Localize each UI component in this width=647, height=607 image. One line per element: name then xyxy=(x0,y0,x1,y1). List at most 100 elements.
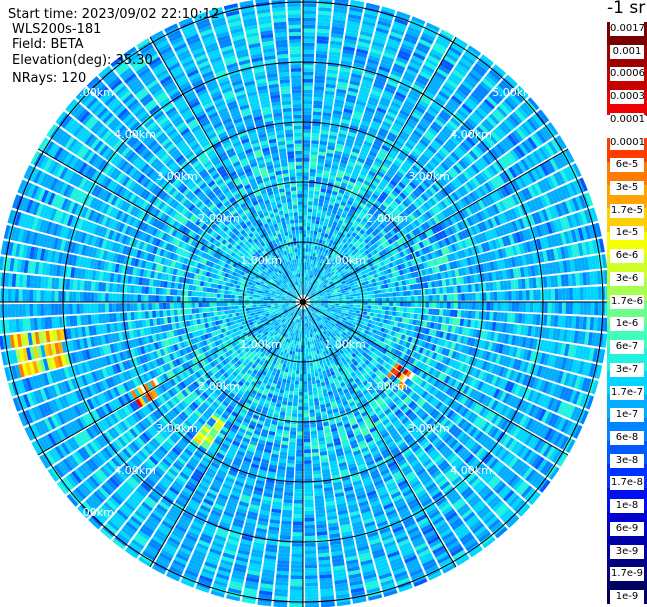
range-bin xyxy=(308,391,313,396)
range-bin xyxy=(419,138,429,148)
range-bin xyxy=(344,311,349,314)
range-bin xyxy=(373,140,382,148)
range-bin xyxy=(311,441,319,446)
range-bin xyxy=(409,58,423,67)
range-bin xyxy=(310,226,315,231)
range-bin xyxy=(360,295,365,299)
range-bin xyxy=(446,302,451,309)
range-bin xyxy=(396,11,411,19)
range-bin xyxy=(446,294,451,301)
range-bin xyxy=(306,288,309,293)
range-bin xyxy=(315,238,320,243)
range-bin xyxy=(357,41,371,48)
range-bin xyxy=(305,273,308,278)
range-bin xyxy=(313,100,323,105)
range-bin xyxy=(329,44,342,50)
range-bin xyxy=(420,67,433,77)
range-bin xyxy=(554,288,559,301)
range-bin xyxy=(317,28,330,34)
range-bin xyxy=(421,168,430,177)
range-bin xyxy=(303,53,315,58)
range-bin xyxy=(343,149,351,155)
range-bin xyxy=(408,135,419,144)
range-bin xyxy=(384,288,389,293)
range-bin xyxy=(311,448,319,453)
range-bin xyxy=(316,165,324,171)
range-bin xyxy=(349,299,354,302)
range-bin xyxy=(305,291,307,296)
range-bin xyxy=(497,302,501,311)
range-bin xyxy=(547,289,552,301)
range-bin xyxy=(304,266,307,270)
range-bin xyxy=(314,285,318,289)
range-bin xyxy=(320,133,329,139)
range-bin xyxy=(355,313,360,317)
range-bin xyxy=(312,212,317,217)
range-bin xyxy=(315,253,319,258)
range-bin xyxy=(590,302,595,316)
range-bin xyxy=(406,156,416,165)
range-bin xyxy=(342,306,346,309)
range-bin xyxy=(308,281,311,286)
range-bin xyxy=(322,115,331,121)
range-bin xyxy=(335,147,343,153)
range-bin xyxy=(304,517,315,522)
range-bin xyxy=(303,355,306,360)
range-bin xyxy=(511,302,516,312)
range-bin xyxy=(427,83,439,93)
range-bin xyxy=(407,26,422,35)
range-bin xyxy=(315,68,326,73)
range-bin xyxy=(314,372,319,377)
range-bin xyxy=(384,315,389,320)
range-bin xyxy=(377,184,385,191)
range-bin xyxy=(322,225,327,230)
range-bin xyxy=(304,453,312,457)
range-bin xyxy=(327,234,332,240)
range-bin xyxy=(441,128,452,138)
range-bin xyxy=(320,217,325,222)
range-bin xyxy=(342,299,347,302)
range-bin xyxy=(321,229,326,234)
range-bin xyxy=(389,306,393,311)
ppi-plot: 1.00km1.00km1.00km1.00km2.00km2.00km2.00… xyxy=(0,0,607,607)
range-bin xyxy=(317,206,323,211)
range-bin xyxy=(313,198,319,203)
range-bin xyxy=(332,157,341,163)
range-bin xyxy=(489,311,494,321)
range-bin xyxy=(308,197,314,202)
range-bin xyxy=(438,65,451,75)
range-bin xyxy=(303,366,307,371)
range-bin xyxy=(461,103,473,114)
range-bin xyxy=(348,181,355,187)
range-bin xyxy=(377,69,390,77)
range-bin xyxy=(432,74,445,84)
range-bin xyxy=(350,151,359,158)
range-bin xyxy=(326,152,334,158)
range-bin xyxy=(457,109,468,119)
range-bin xyxy=(386,135,396,143)
range-bin xyxy=(442,309,447,316)
range-bin xyxy=(429,142,440,152)
range-bin xyxy=(460,285,465,293)
range-bin xyxy=(325,271,330,276)
range-bin xyxy=(303,132,311,137)
range-bin xyxy=(406,29,420,38)
range-bin xyxy=(365,202,373,209)
range-bin xyxy=(507,312,512,323)
range-bin xyxy=(303,42,315,47)
range-bin xyxy=(367,186,375,193)
range-bin xyxy=(497,291,501,301)
range-bin xyxy=(342,152,350,158)
range-bin xyxy=(310,230,314,235)
range-bin xyxy=(308,194,314,199)
range-bin xyxy=(326,226,331,232)
range-bin xyxy=(485,282,490,291)
range-bin xyxy=(504,291,509,301)
range-bin xyxy=(408,153,418,162)
range-bin xyxy=(449,309,454,317)
range-bin xyxy=(414,80,426,90)
range-bin xyxy=(355,234,361,241)
range-bin xyxy=(303,212,308,216)
range-bin xyxy=(392,306,397,312)
range-bin xyxy=(576,302,581,315)
